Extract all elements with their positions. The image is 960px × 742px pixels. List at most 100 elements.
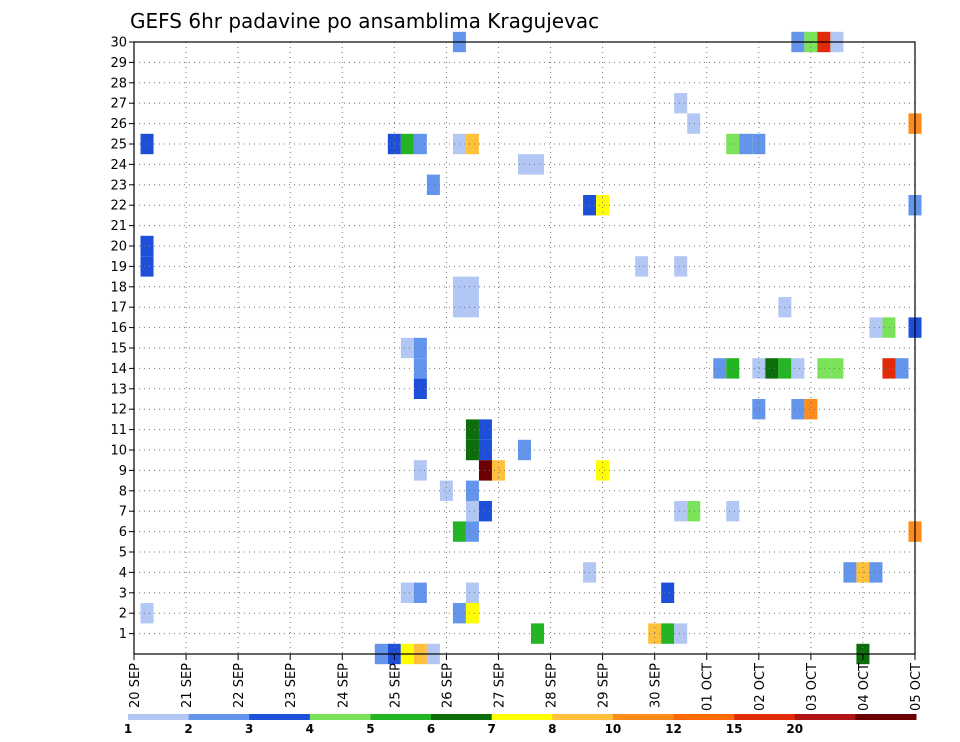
heatmap-cell [765, 358, 779, 379]
heatmap-cell [596, 195, 610, 216]
heatmap-cell [465, 419, 479, 440]
y-tick-label: 13 [110, 382, 127, 397]
heatmap-cell [674, 501, 688, 522]
heatmap-cell [465, 297, 479, 318]
heatmap-cell [791, 358, 805, 379]
y-tick-label: 16 [110, 321, 127, 336]
y-tick-label: 1 [119, 627, 127, 642]
y-tick-label: 5 [119, 546, 127, 561]
heatmap-cell [478, 419, 492, 440]
x-tick-label: 27 SEP [492, 663, 507, 708]
x-tick-label: 30 SEP [649, 663, 664, 708]
x-tick-label: 20 SEP [128, 663, 143, 708]
x-axis: 20 SEP 21 SEP 22 SEP 23 SEP 24 SEP 25 SEP 26 S… [128, 654, 924, 711]
legend-swatch [794, 714, 856, 720]
heatmap-cell [752, 358, 766, 379]
legend-swatch [734, 714, 796, 720]
y-tick-label: 10 [110, 444, 127, 459]
heatmap-cell [140, 256, 154, 277]
color-legend: 1 2 3 4 5 6 7 8 10 12 15 20 [124, 714, 917, 736]
heatmap-cell [726, 358, 740, 379]
heatmap-cell [400, 133, 414, 155]
x-tick-label: 04 OCT [857, 663, 872, 711]
y-tick-label: 24 [110, 158, 127, 173]
heatmap-cell [804, 399, 818, 420]
heatmap-cell [830, 358, 844, 379]
legend-label: 15 [726, 722, 743, 736]
y-tick-label: 27 [110, 97, 127, 112]
legend-label: 7 [488, 722, 496, 736]
legend-label: 2 [184, 722, 192, 736]
y-tick-label: 23 [110, 178, 127, 193]
legend-swatch [855, 714, 917, 720]
x-tick-label: 23 SEP [284, 663, 299, 708]
legend-swatch [491, 714, 553, 720]
heatmap-cell [465, 521, 479, 542]
heatmap-cell [869, 317, 883, 338]
legend-swatch [128, 714, 190, 720]
x-tick-label: 05 OCT [909, 663, 924, 711]
legend-label: 5 [366, 722, 374, 736]
y-tick-label: 4 [119, 566, 127, 581]
heatmap-cell [413, 358, 427, 379]
legend-label: 6 [427, 722, 435, 736]
y-tick-label: 18 [110, 280, 127, 295]
y-tick-label: 14 [110, 362, 127, 377]
heatmap-cell [687, 113, 701, 134]
heatmap-cell [726, 133, 740, 155]
heatmap-cell [674, 93, 688, 114]
y-tick-label: 2 [119, 607, 127, 622]
y-tick-label: 28 [110, 76, 127, 91]
chart-title: GEFS 6hr padavine po ansamblima Kragujev… [130, 9, 599, 33]
y-tick-label: 9 [119, 464, 127, 479]
heatmap-cell [465, 603, 479, 624]
y-tick-label: 6 [119, 525, 127, 540]
heatmap-cell [140, 235, 154, 257]
heatmap-cell [465, 439, 479, 461]
x-tick-label: 26 SEP [440, 663, 455, 708]
legend-swatch [612, 714, 675, 720]
heatmap-cell [739, 133, 753, 155]
legend-label: 4 [306, 722, 314, 736]
heatmap-cell [465, 133, 479, 155]
heatmap-cell [413, 582, 427, 603]
x-tick-label: 01 OCT [701, 663, 716, 711]
heatmap-cell [400, 582, 414, 603]
x-tick-label: 28 SEP [545, 663, 560, 708]
heatmap-cell [687, 501, 701, 522]
y-tick-label: 21 [110, 219, 127, 234]
heatmap-cell [465, 276, 479, 297]
legend-label: 8 [548, 722, 556, 736]
y-tick-label: 3 [119, 586, 127, 601]
y-tick-label: 8 [119, 484, 127, 499]
heatmap-cell [413, 460, 427, 481]
heatmap-cell [596, 460, 610, 481]
y-axis: 1234567891011121314151617181920212223242… [110, 36, 134, 642]
y-tick-label: 29 [110, 56, 127, 71]
heatmap-cell [895, 358, 909, 379]
heatmap-cell [413, 378, 427, 399]
heatmap-cell [140, 603, 154, 624]
heatmap-cell [465, 501, 479, 522]
legend-swatch [309, 714, 371, 720]
y-tick-label: 11 [110, 423, 127, 438]
heatmap-cell [478, 439, 492, 461]
legend-swatch [431, 714, 493, 720]
legend-label: 3 [245, 722, 253, 736]
legend-label: 12 [665, 722, 682, 736]
y-tick-label: 19 [110, 260, 127, 275]
y-tick-label: 30 [110, 36, 127, 51]
legend-swatch [552, 714, 614, 720]
legend-swatch [673, 714, 735, 720]
heatmap-cell [817, 358, 831, 379]
heatmap-cell [491, 460, 505, 481]
legend-label: 20 [786, 722, 803, 736]
legend-swatch [370, 714, 432, 720]
heatmap-cell [413, 337, 427, 359]
grid-lines [134, 42, 915, 654]
heatmap-cell [413, 133, 427, 155]
heatmap-cell [882, 317, 896, 338]
heatmap-cell [400, 337, 414, 359]
heatmap-cell [140, 133, 154, 155]
